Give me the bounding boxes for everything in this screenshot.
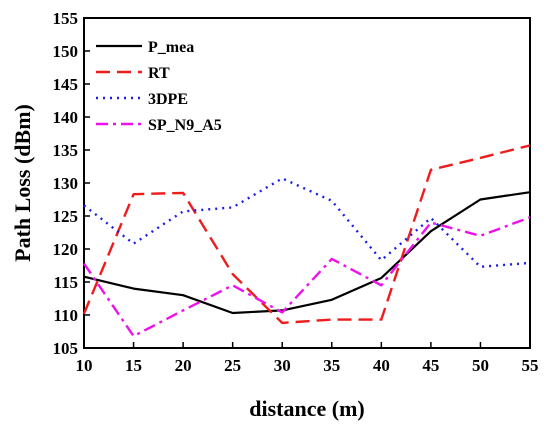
y-tick-label: 150	[53, 42, 79, 61]
series-line-p-mea	[83, 191, 531, 315]
x-tick-label: 25	[224, 356, 241, 375]
y-tick-label: 110	[53, 306, 78, 325]
series-line-sp-n9-a5	[83, 216, 531, 338]
x-tick-label: 50	[472, 356, 489, 375]
x-tick-label: 35	[323, 356, 340, 375]
x-tick-label: 40	[373, 356, 390, 375]
y-tick-label: 140	[53, 108, 79, 127]
y-tick-label: 155	[53, 9, 79, 28]
legend-label: 3DPE	[148, 91, 188, 108]
y-tick-label: 135	[53, 141, 79, 160]
x-tick-label: 45	[422, 356, 439, 375]
x-axis: 10 15 20 25 30 35 40 45 50 55	[76, 342, 539, 375]
legend-label: P_mea	[148, 39, 194, 56]
x-tick-label: 20	[175, 356, 192, 375]
legend: P_mea RT 3DPE SP_N9_A5	[96, 39, 222, 134]
legend-label: RT	[148, 65, 170, 82]
series-lines	[82, 144, 531, 338]
y-tick-label: 125	[53, 207, 79, 226]
y-tick-label: 120	[53, 240, 79, 259]
x-axis-title: distance (m)	[249, 396, 364, 421]
x-tick-label: 10	[76, 356, 93, 375]
y-tick-label: 115	[53, 273, 78, 292]
series-line-3dpe	[83, 177, 531, 268]
series-line-rt	[82, 144, 531, 325]
y-tick-label: 145	[53, 75, 79, 94]
x-tick-label: 55	[522, 356, 539, 375]
y-tick-label: 105	[53, 339, 79, 358]
y-tick-label: 130	[53, 174, 79, 193]
x-tick-label: 30	[274, 356, 291, 375]
x-tick-label: 15	[125, 356, 142, 375]
y-axis: 105 110 115 120 125 130 135 140 145 150 155	[53, 9, 90, 358]
y-axis-title: Path Loss (dBm)	[10, 104, 35, 262]
legend-label: SP_N9_A5	[148, 117, 222, 134]
